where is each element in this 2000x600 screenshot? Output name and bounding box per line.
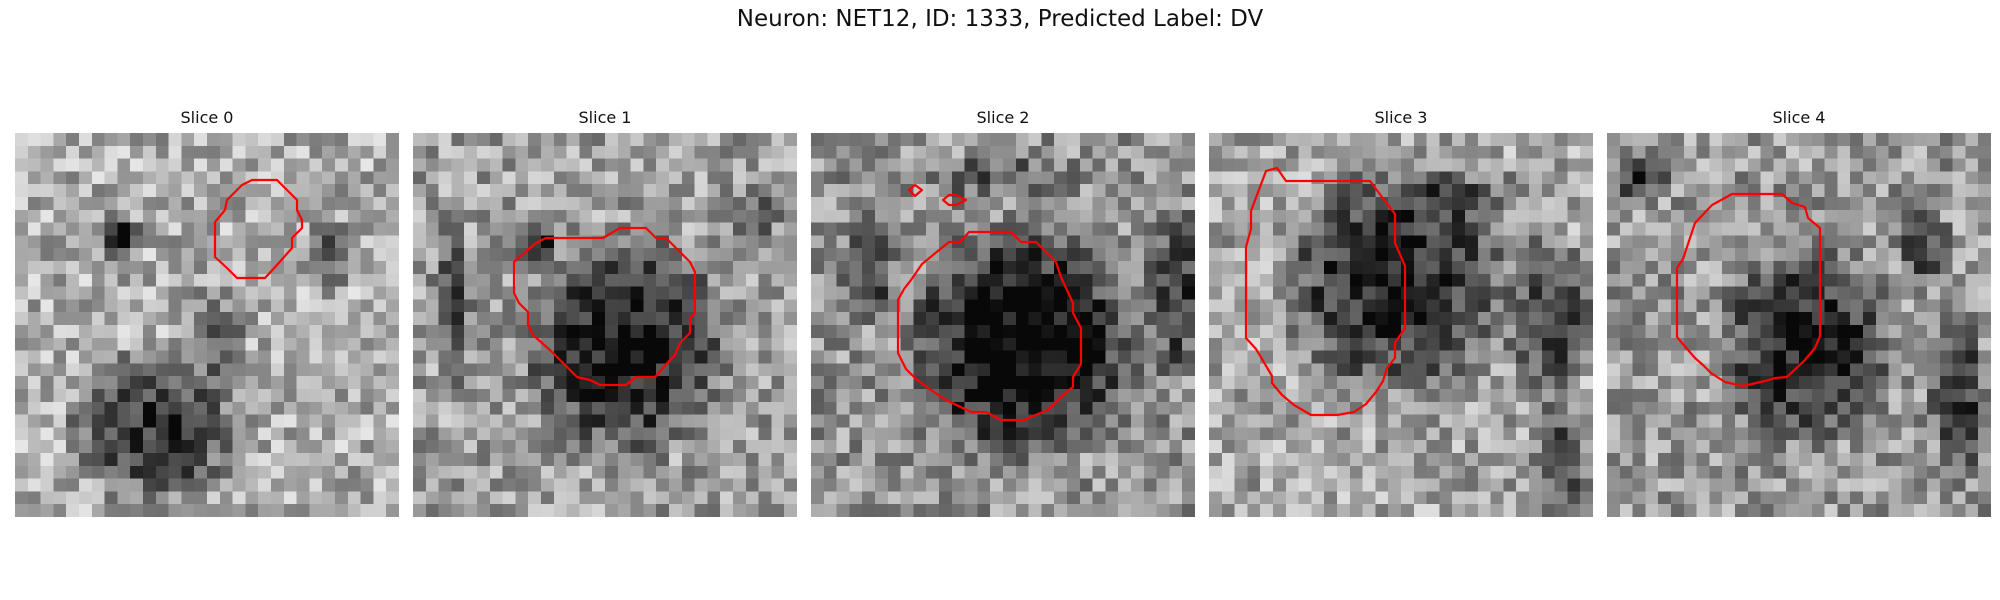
slice-2-contour-1	[907, 183, 924, 198]
slice-4-title: Slice 4	[1772, 108, 1826, 127]
slice-1-title: Slice 1	[578, 108, 632, 127]
slice-0-title: Slice 0	[180, 108, 234, 127]
slice-0-contour-0	[213, 178, 304, 280]
slice-4-contour-0	[1675, 192, 1822, 388]
slice-2-contour-0	[896, 230, 1083, 422]
slice-2-title: Slice 2	[976, 108, 1030, 127]
slice-4-image	[1607, 133, 1991, 517]
slice-2-image	[811, 133, 1195, 517]
slice-2-contour-2	[941, 193, 968, 207]
slice-3-title: Slice 3	[1374, 108, 1428, 127]
slice-3-image	[1209, 133, 1593, 517]
slice-0-image	[15, 133, 399, 517]
figure-title: Neuron: NET12, ID: 1333, Predicted Label…	[736, 6, 1264, 32]
slice-1-image	[413, 133, 797, 517]
slice-1-contour-0	[512, 226, 697, 387]
slice-3-contour-0	[1244, 166, 1407, 417]
